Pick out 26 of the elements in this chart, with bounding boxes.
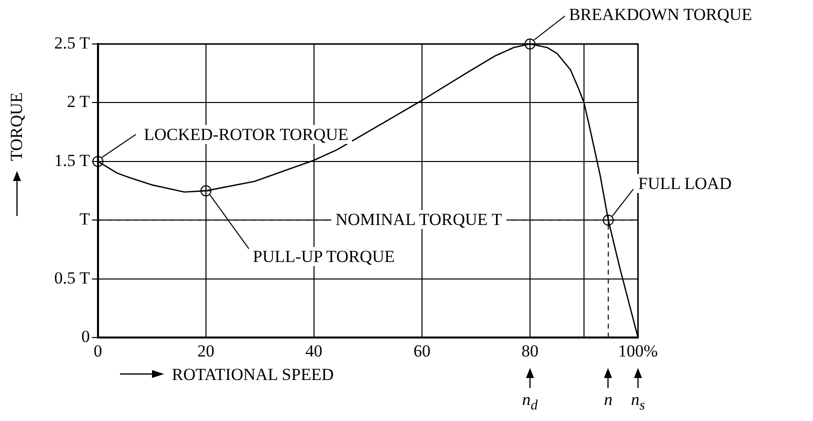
- point: [524, 38, 536, 50]
- x-axis-title: ROTATIONAL SPEED: [172, 364, 334, 384]
- text: n$_{s}$: [630, 390, 646, 413]
- y-tick-label: T: [79, 210, 90, 229]
- y-tick-label: 1.5 T: [54, 150, 90, 170]
- x-tick-label: 80: [521, 341, 538, 360]
- x-tick-label: 0: [94, 341, 102, 360]
- x-tick-label: 40: [305, 341, 322, 360]
- x-tick-label: 20: [197, 341, 214, 360]
- annotation: PULL-UP TORQUE: [248, 246, 399, 266]
- y-axis-title: TORQUE: [7, 92, 26, 161]
- annotation: FULL LOAD: [634, 174, 736, 194]
- y-tick-label: 2 T: [67, 92, 90, 112]
- point: [602, 214, 614, 226]
- point: [92, 156, 104, 167]
- text: n: [604, 390, 613, 409]
- y-tick-label: 2.5 T: [54, 33, 90, 52]
- annotation: LOCKED-ROTOR TORQUE: [140, 125, 352, 144]
- point: [200, 185, 212, 196]
- x-tick-label: 100%: [618, 341, 658, 360]
- x-tick-label: 60: [413, 341, 430, 360]
- ref-line-label: NOMINAL TORQUE T: [331, 210, 506, 230]
- y-tick-label: 0.5 T: [54, 268, 90, 288]
- annotation: BREAKDOWN TORQUE: [564, 5, 756, 24]
- y-tick-label: 0: [81, 327, 90, 346]
- text: n$_{d}$: [522, 390, 538, 413]
